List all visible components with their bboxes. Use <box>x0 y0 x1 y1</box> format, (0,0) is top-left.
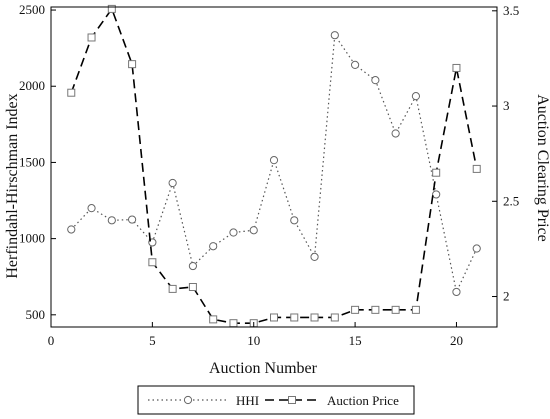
auction-price-point <box>310 313 319 322</box>
auction-price-point <box>290 313 299 322</box>
hhi-point <box>290 216 299 225</box>
auction-price-point <box>188 283 197 291</box>
hhi-point <box>310 252 319 262</box>
y-left-tick-label: 2000 <box>19 78 45 93</box>
hhi-series <box>67 31 481 297</box>
y-left-tick-label: 500 <box>26 307 46 322</box>
auction-price-point <box>168 284 177 293</box>
y-axis-right-title: Auction Clearing Price <box>534 94 550 242</box>
legend-hhi-label: HHI <box>236 393 259 408</box>
hhi-point <box>67 225 76 234</box>
auction-price-point <box>371 305 380 314</box>
x-tick-label: 15 <box>349 333 362 348</box>
y-axis-left: 500 1000 1500 2000 2500 <box>19 2 56 322</box>
auction-price-point <box>330 313 339 322</box>
hhi-point <box>452 287 461 297</box>
auction-price-point <box>270 313 278 322</box>
legend-price-marker <box>288 396 296 404</box>
y-axis-right: 2 2.5 3 3.5 <box>492 3 519 304</box>
hhi-point <box>249 226 258 235</box>
hhi-point <box>472 244 481 253</box>
y-right-tick-label: 3.5 <box>503 3 519 18</box>
auction-price-point <box>351 305 360 314</box>
auction-price-point <box>128 60 137 69</box>
hhi-point <box>188 261 198 271</box>
x-tick-label: 0 <box>48 333 55 348</box>
legend: HHI Auction Price <box>137 385 415 415</box>
auction-price-point <box>67 88 76 97</box>
auction-price-point <box>209 315 218 324</box>
x-axis-title: Auction Number <box>209 360 318 377</box>
auction-price-point <box>472 164 481 173</box>
auction-price-point <box>107 4 116 13</box>
hhi-point <box>229 228 238 237</box>
hhi-point <box>107 216 116 225</box>
hhi-point <box>87 204 96 213</box>
auction-price-point <box>391 305 400 314</box>
auction-price-point <box>148 258 157 267</box>
hhi-point <box>269 156 279 165</box>
hhi-point <box>391 129 400 138</box>
auction-price-point <box>87 33 96 42</box>
auction-price-point <box>432 168 441 177</box>
auction-price-point <box>229 319 238 328</box>
y-right-tick-label: 2 <box>503 289 510 304</box>
auction-price-series <box>67 4 481 328</box>
auction-price-line <box>70 7 478 324</box>
hhi-line <box>70 33 478 294</box>
y-left-tick-label: 1500 <box>19 154 45 169</box>
hhi-point <box>209 242 218 251</box>
legend-hhi-marker <box>183 395 193 405</box>
y-left-tick-label: 2500 <box>19 2 45 17</box>
y-left-tick-label: 1000 <box>19 231 45 246</box>
hhi-point <box>432 190 441 199</box>
hhi-point <box>411 92 421 101</box>
auction-price-point <box>452 63 461 72</box>
auction-price-point <box>411 305 420 314</box>
hhi-point <box>127 215 137 224</box>
y-right-tick-label: 2.5 <box>503 193 519 208</box>
x-tick-label: 5 <box>149 333 156 348</box>
plot-area-frame <box>50 6 498 328</box>
legend-price-label: Auction Price <box>327 393 399 408</box>
hhi-point <box>350 60 360 70</box>
hhi-point <box>168 178 177 188</box>
y-axis-left-title: Herfindahl-Hirschman Index <box>4 93 21 278</box>
x-tick-label: 20 <box>450 333 463 348</box>
x-axis: 0 5 10 15 20 <box>48 322 463 348</box>
x-tick-label: 10 <box>247 333 260 348</box>
hhi-point <box>330 31 339 40</box>
hhi-point <box>371 76 380 85</box>
y-right-tick-label: 3 <box>503 98 510 113</box>
